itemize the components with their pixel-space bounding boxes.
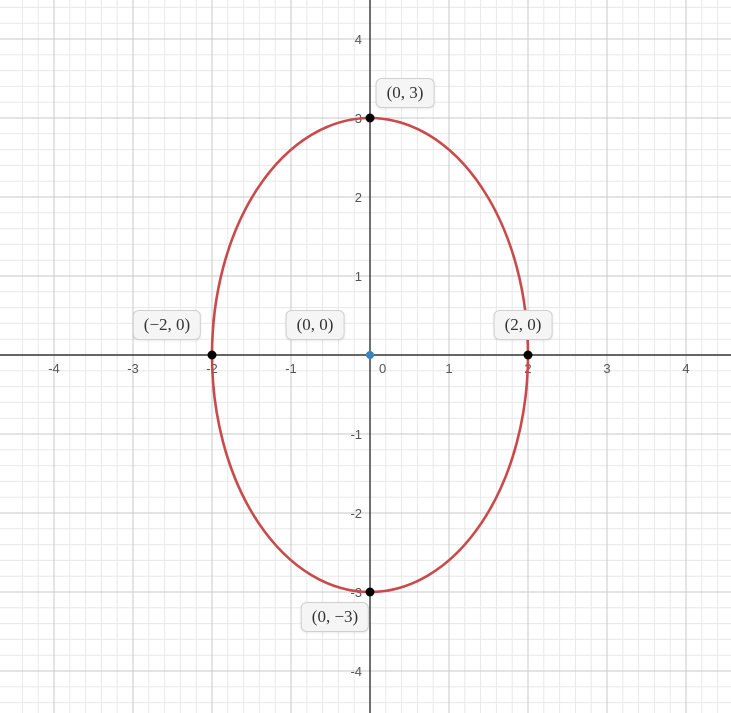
svg-text:-1: -1 — [350, 427, 362, 442]
svg-text:4: 4 — [682, 361, 689, 376]
point-label: (2, 0) — [494, 310, 553, 340]
plot-point — [208, 351, 217, 360]
svg-text:2: 2 — [355, 190, 362, 205]
svg-text:-2: -2 — [350, 506, 362, 521]
plot-point — [366, 588, 375, 597]
svg-text:1: 1 — [445, 361, 452, 376]
point-label: (0, 0) — [286, 310, 345, 340]
svg-text:3: 3 — [603, 361, 610, 376]
svg-text:0: 0 — [379, 361, 386, 376]
plot-point — [366, 114, 375, 123]
point-label: (−2, 0) — [133, 310, 201, 340]
svg-text:-3: -3 — [127, 361, 139, 376]
plot-point — [366, 351, 374, 359]
point-label: (0, 3) — [376, 78, 435, 108]
svg-text:-4: -4 — [48, 361, 60, 376]
svg-text:4: 4 — [355, 32, 362, 47]
graph-container: -4-3-2-101234-4-3-2-11234 (0, 3)(2, 0)(0… — [0, 0, 731, 713]
plot-point — [524, 351, 533, 360]
svg-text:1: 1 — [355, 269, 362, 284]
point-label: (0, −3) — [301, 602, 369, 632]
svg-text:-4: -4 — [350, 664, 362, 679]
svg-text:-1: -1 — [285, 361, 297, 376]
